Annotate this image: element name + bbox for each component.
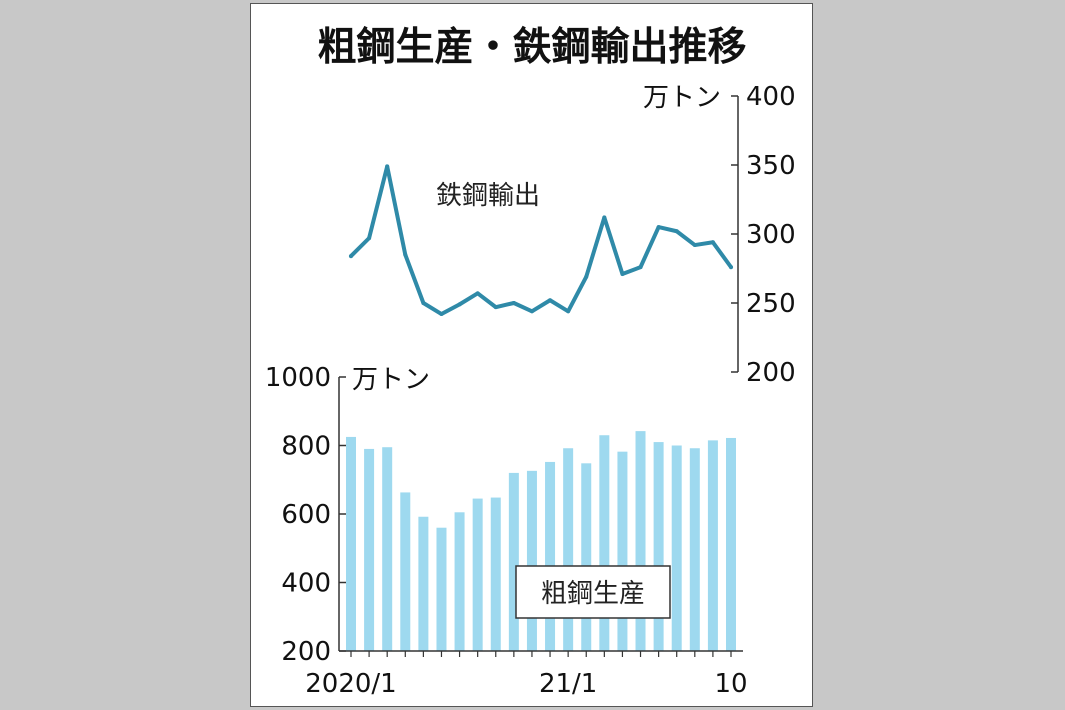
production-bar [653,442,664,651]
production-bar [382,447,393,651]
production-bar [671,445,682,651]
bar-panel: 万トン 200 400 600 800 1000 2020/1 21/1 10 粗鋼生産 [265,363,748,699]
export-point [511,301,516,305]
bar-unit-label: 万トン [352,365,430,395]
export-point [674,229,679,234]
export-point [367,236,372,241]
production-bar [472,498,483,651]
export-point [349,254,353,259]
x-tick-label: 10 [714,669,747,699]
production-bar [526,470,537,651]
production-bar [563,448,574,651]
line-y-ticks: 200 250 300 350 400 [731,82,796,388]
production-bar [617,451,628,651]
export-point [457,302,462,307]
line-panel: 万トン 200 250 300 350 400 鉄鋼輸出 [349,82,796,388]
line-y-tick-label: 250 [746,289,796,319]
export-point [602,215,607,220]
export-point [566,309,571,314]
line-y-tick-label: 200 [746,358,796,388]
export-point [656,225,661,230]
line-y-tick-label: 300 [746,220,796,250]
production-series-label: 粗鋼生産 [541,579,645,609]
production-label-box [515,565,671,619]
chart-svg: 粗鋼生産・鉄鋼輸出推移 万トン 200 250 300 350 400 鉄鋼輸出 万トン… [265,25,796,699]
bar-y-tick-label: 1000 [265,363,331,393]
export-series-label: 鉄鋼輸出 [436,181,540,211]
export-series-points [349,164,733,317]
export-point [584,274,589,279]
production-bar [707,440,718,651]
export-point [475,291,480,296]
bar-y-ticks: 200 400 600 800 1000 [265,363,346,667]
line-y-tick-label: 350 [746,151,796,181]
chart-figure: 粗鋼生産・鉄鋼輸出推移 万トン 200 250 300 350 400 鉄鋼輸出 万トン… [250,3,813,707]
export-point [529,309,534,314]
x-tick-label: 21/1 [539,669,597,699]
production-bar [581,463,592,651]
production-bar [545,461,556,651]
production-bar [400,492,411,651]
production-bar [490,497,501,651]
export-point [620,272,625,277]
production-bar [418,516,429,651]
production-bar [436,527,447,651]
export-point [421,301,426,305]
line-unit-label: 万トン [643,83,721,113]
production-bar [346,436,356,651]
x-ticks: 2020/1 21/1 10 [305,651,748,699]
export-point [385,164,390,169]
line-y-tick-label: 400 [746,82,796,112]
export-point [729,265,733,270]
chart-title: 粗鋼生産・鉄鋼輸出推移 [317,25,746,70]
export-point [692,243,697,248]
bar-y-tick-label: 800 [281,432,331,462]
x-tick-label: 2020/1 [305,669,396,699]
production-bars [346,431,736,651]
production-bar [364,448,375,651]
export-point [439,312,444,317]
bar-y-tick-label: 400 [281,569,331,599]
production-bar [454,512,465,651]
bar-y-tick-label: 600 [281,500,331,530]
export-point [710,240,715,245]
export-series-line [349,164,733,317]
export-point [638,265,643,270]
production-bar [599,435,610,651]
export-point [548,298,553,303]
production-bar [689,448,700,651]
bar-y-tick-label: 200 [281,637,331,667]
production-bar [726,437,736,651]
export-point [403,252,408,257]
export-point [493,305,498,310]
production-bar [508,472,519,651]
production-bar [635,431,646,651]
